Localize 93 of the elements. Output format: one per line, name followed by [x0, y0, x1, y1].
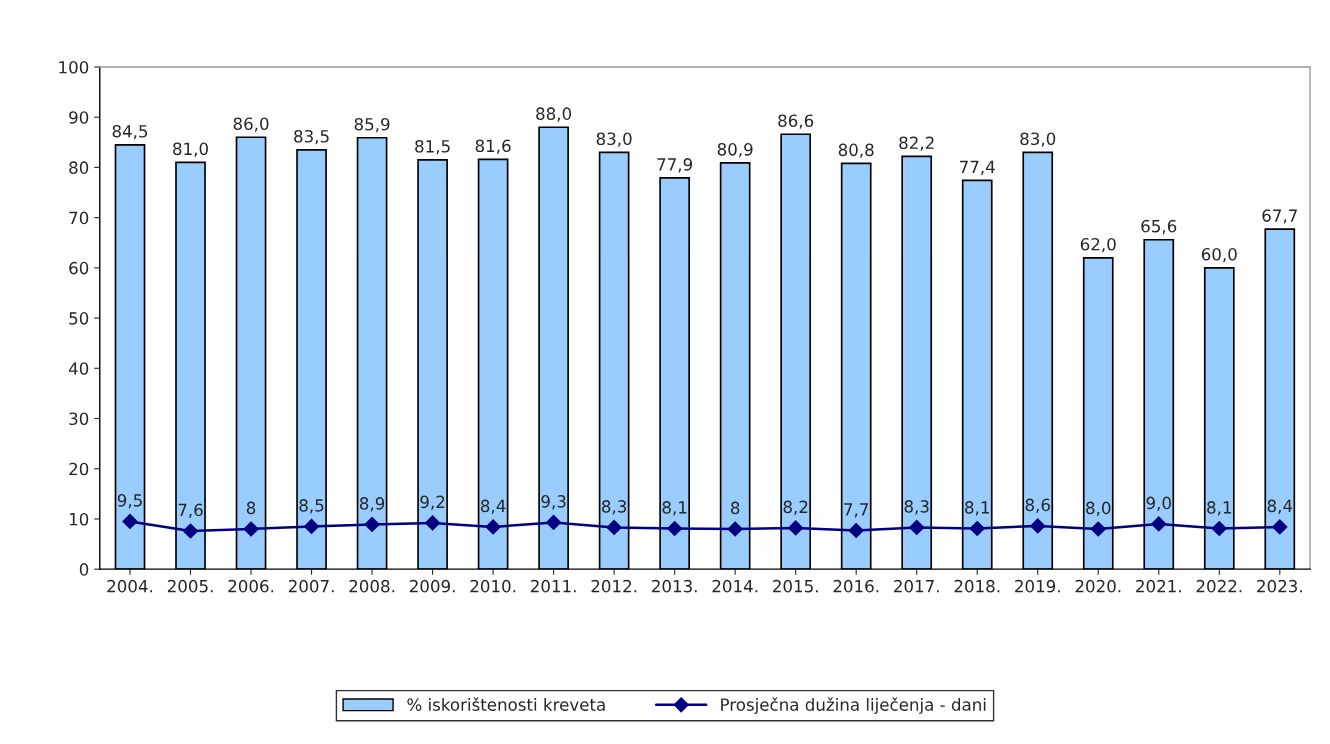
- y-tick-label: 50: [69, 312, 89, 325]
- x-tick-label: 2016.: [833, 579, 879, 593]
- data-label: 83,0: [596, 132, 632, 147]
- data-label: 83,5: [294, 129, 329, 145]
- y-tick-label: 90: [69, 111, 89, 124]
- y-tick-label: 10: [69, 512, 89, 526]
- point: [1211, 520, 1227, 537]
- x-tick-label: 2011.: [530, 579, 576, 593]
- x-tick-label: 2008.: [349, 579, 395, 593]
- data-label: 8,0: [1086, 501, 1111, 516]
- x-tick-label: 2005.: [167, 579, 213, 593]
- data-label: 81,6: [475, 139, 511, 154]
- x-tick-label: 2021.: [1136, 579, 1181, 593]
- data-label: 7,7: [844, 503, 869, 518]
- data-label: 85,9: [354, 117, 390, 133]
- data-label: 88,0: [536, 107, 572, 122]
- data-label: 77,9: [657, 158, 693, 173]
- point: [969, 520, 985, 537]
- legend-label: % iskorištenosti kreveta: [407, 697, 605, 711]
- data-label: 8,2: [783, 500, 808, 515]
- data-label: 81,5: [415, 140, 450, 155]
- data-label: 86,6: [778, 114, 814, 129]
- data-label: 9,0: [1146, 496, 1171, 511]
- x-tick-label: 2014.: [712, 579, 758, 593]
- point: [303, 518, 320, 535]
- data-label: 8: [246, 501, 256, 515]
- data-label: 8,4: [1267, 499, 1293, 514]
- point: [848, 522, 864, 539]
- data-label: 8,6: [1025, 498, 1050, 513]
- point: [727, 521, 743, 537]
- point: [546, 514, 562, 531]
- point: [364, 516, 380, 533]
- point: [788, 520, 804, 536]
- data-label: 8: [730, 501, 740, 515]
- data-label: 62,0: [1080, 237, 1116, 253]
- y-tick-label: 100: [59, 60, 89, 74]
- data-label: 8,1: [1207, 501, 1231, 516]
- data-label: 8,9: [359, 497, 385, 512]
- data-label: 84,5: [112, 124, 148, 140]
- y-tick-label: 80: [69, 161, 89, 174]
- data-label: 80,8: [838, 143, 874, 158]
- data-label: 60,0: [1201, 247, 1237, 263]
- data-label: 82,2: [899, 136, 934, 151]
- data-label: 8,5: [299, 499, 324, 514]
- data-label: 8,1: [662, 501, 687, 516]
- x-tick-label: 2007.: [288, 579, 334, 593]
- data-label: 77,4: [960, 160, 995, 175]
- y-tick-label: 0: [79, 563, 89, 576]
- y-tick-label: 70: [69, 211, 89, 225]
- x-tick-label: 2012.: [591, 579, 637, 593]
- point: [122, 513, 138, 530]
- x-tick-label: 2009.: [409, 579, 455, 593]
- data-label: 81,0: [173, 142, 208, 157]
- x-tick-label: 2020.: [1075, 579, 1121, 593]
- x-tick-label: 2013.: [652, 579, 697, 593]
- x-tick-label: 2018.: [954, 579, 1000, 593]
- point: [667, 520, 683, 537]
- x-tick-label: 2006.: [228, 579, 274, 593]
- point: [182, 523, 199, 539]
- data-label: 8,3: [904, 500, 929, 515]
- point: [485, 519, 501, 535]
- x-tick-label: 2022.: [1196, 579, 1242, 593]
- data-label: 8,3: [602, 500, 627, 515]
- legend-label: Prosječna dužina liječenja - dani: [721, 697, 986, 715]
- point: [606, 519, 622, 536]
- data-label: 67,7: [1262, 209, 1297, 224]
- point: [1030, 518, 1046, 534]
- data-label: 9,2: [420, 495, 445, 510]
- data-label: 9,5: [117, 494, 142, 509]
- x-tick-label: 2017.: [894, 579, 939, 593]
- point: [425, 515, 441, 531]
- data-label: 8,4: [480, 499, 506, 514]
- data-label: 65,6: [1141, 219, 1177, 235]
- x-tick-label: 2023.: [1257, 579, 1302, 593]
- x-tick-label: 2015.: [773, 579, 818, 593]
- y-tick-label: 20: [69, 462, 89, 476]
- point: [1090, 521, 1106, 537]
- data-label: 9,3: [541, 495, 566, 510]
- data-label: 80,9: [717, 143, 753, 158]
- x-tick-label: 2010.: [470, 579, 516, 593]
- data-label: 86,0: [233, 117, 269, 132]
- point: [909, 519, 925, 536]
- x-tick-label: 2019.: [1015, 579, 1060, 593]
- x-tick-label: 2004.: [107, 579, 153, 593]
- y-tick-label: 30: [69, 412, 89, 426]
- y-tick-label: 60: [69, 261, 89, 275]
- y-tick-label: 40: [68, 362, 89, 375]
- point: [1272, 519, 1288, 535]
- data-label: 8,1: [965, 501, 989, 516]
- data-label: 7,6: [178, 503, 203, 518]
- point: [1151, 516, 1167, 532]
- data-label: 83,0: [1020, 132, 1056, 147]
- point: [243, 521, 259, 537]
